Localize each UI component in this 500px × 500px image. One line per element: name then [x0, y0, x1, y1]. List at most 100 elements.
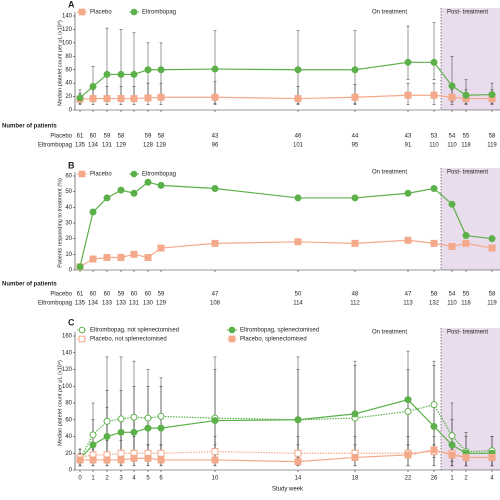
x-tick-label: 4	[490, 476, 494, 482]
table-row-label: Eltrombopag	[38, 143, 72, 149]
marker	[430, 239, 438, 247]
table-cell: 110	[447, 143, 457, 149]
table-cell: 59	[118, 292, 125, 298]
marker	[117, 253, 125, 261]
y-tick-label: 40	[65, 81, 72, 87]
table-cell: 58	[118, 134, 125, 140]
table-cell: 50	[295, 292, 302, 298]
table-cell: 131	[129, 301, 140, 307]
marker	[78, 8, 86, 16]
marker	[488, 235, 496, 243]
marker	[430, 401, 438, 409]
marker	[144, 66, 152, 74]
annotation: On treatment	[372, 10, 407, 16]
marker	[404, 91, 412, 99]
y-axis-title: Patients responding to treatment (%)	[57, 178, 63, 268]
table-cell: 114	[293, 301, 303, 307]
marker	[404, 451, 412, 459]
marker	[294, 66, 302, 74]
marker	[448, 451, 456, 459]
marker	[211, 185, 219, 193]
table-cell: 133	[116, 301, 127, 307]
table-cell: 135	[75, 143, 86, 149]
marker	[89, 83, 97, 90]
table-cell: 131	[102, 143, 113, 149]
marker	[144, 414, 152, 422]
y-axis-title: Median platelet count per μL (x10⁹)	[56, 20, 63, 106]
marker	[462, 239, 470, 247]
annotation: On treatment	[372, 170, 407, 176]
error-bar	[406, 25, 410, 81]
table-cell: 60	[131, 292, 138, 298]
table-cell: 91	[405, 143, 412, 149]
marker	[294, 458, 302, 466]
y-tick-label: 60	[65, 67, 72, 73]
marker	[78, 326, 86, 334]
table-cell: 47	[212, 292, 219, 298]
table-cell: 60	[104, 292, 111, 298]
series-line	[79, 239, 493, 268]
y-tick-label: 20	[65, 94, 72, 100]
table-cell: 118	[461, 301, 471, 307]
table-cell: 128	[143, 143, 154, 149]
y-tick-label: 0	[69, 268, 73, 274]
series-line	[79, 450, 492, 459]
marker	[117, 449, 125, 457]
table-cell: 55	[463, 292, 470, 298]
x-tick-label: 0	[78, 476, 82, 482]
marker	[144, 424, 152, 432]
marker	[103, 417, 111, 425]
table-cell: 130	[143, 301, 154, 307]
marker	[228, 335, 236, 343]
marker	[130, 413, 138, 421]
y-tick-label: 120	[62, 367, 73, 373]
y-tick-label: 120	[62, 27, 73, 33]
marker	[448, 432, 456, 440]
annotation: Post- treatment	[447, 10, 488, 16]
legend-label: Eltrombopag, not splenectomised	[90, 328, 179, 334]
error-bar	[432, 22, 436, 81]
panel-label: C	[68, 317, 75, 327]
marker	[462, 91, 470, 99]
table-cell: 135	[75, 301, 86, 307]
table-cell: 119	[487, 143, 497, 149]
y-tick-label: 40	[65, 205, 72, 211]
table-row-label: Placebo	[50, 292, 72, 298]
y-tick-label: 40	[65, 434, 72, 440]
table-cell: 112	[350, 301, 360, 307]
marker	[211, 93, 219, 101]
marker	[430, 446, 438, 454]
panel-label: A	[68, 0, 75, 9]
marker	[211, 448, 219, 456]
marker	[430, 185, 438, 193]
table-cell: 44	[352, 134, 359, 140]
marker	[488, 91, 496, 99]
marker	[351, 453, 359, 461]
marker	[144, 253, 152, 261]
x-tick-label: 18	[352, 476, 359, 482]
table-row-label: Eltrombopag	[38, 301, 72, 307]
annotation: Post- treatment	[447, 330, 488, 336]
marker	[211, 65, 219, 73]
table-cell: 58	[158, 134, 165, 140]
marker	[351, 410, 359, 418]
marker	[117, 70, 125, 78]
x-tick-label: 10	[212, 476, 219, 482]
marker	[130, 189, 138, 197]
table-cell: 43	[405, 134, 412, 140]
marker	[78, 170, 86, 178]
y-tick-label: 20	[65, 451, 72, 457]
table-cell: 96	[212, 143, 219, 149]
table-cell: 60	[145, 292, 152, 298]
marker	[351, 93, 359, 101]
x-tick-label: 4	[132, 476, 136, 482]
table-cell: 54	[449, 134, 456, 140]
table-cell: 60	[90, 134, 97, 140]
marker	[448, 200, 456, 208]
table-row-label: Placebo	[50, 134, 72, 140]
marker	[294, 416, 302, 424]
marker	[157, 424, 165, 432]
marker	[130, 170, 138, 178]
marker	[89, 441, 97, 449]
